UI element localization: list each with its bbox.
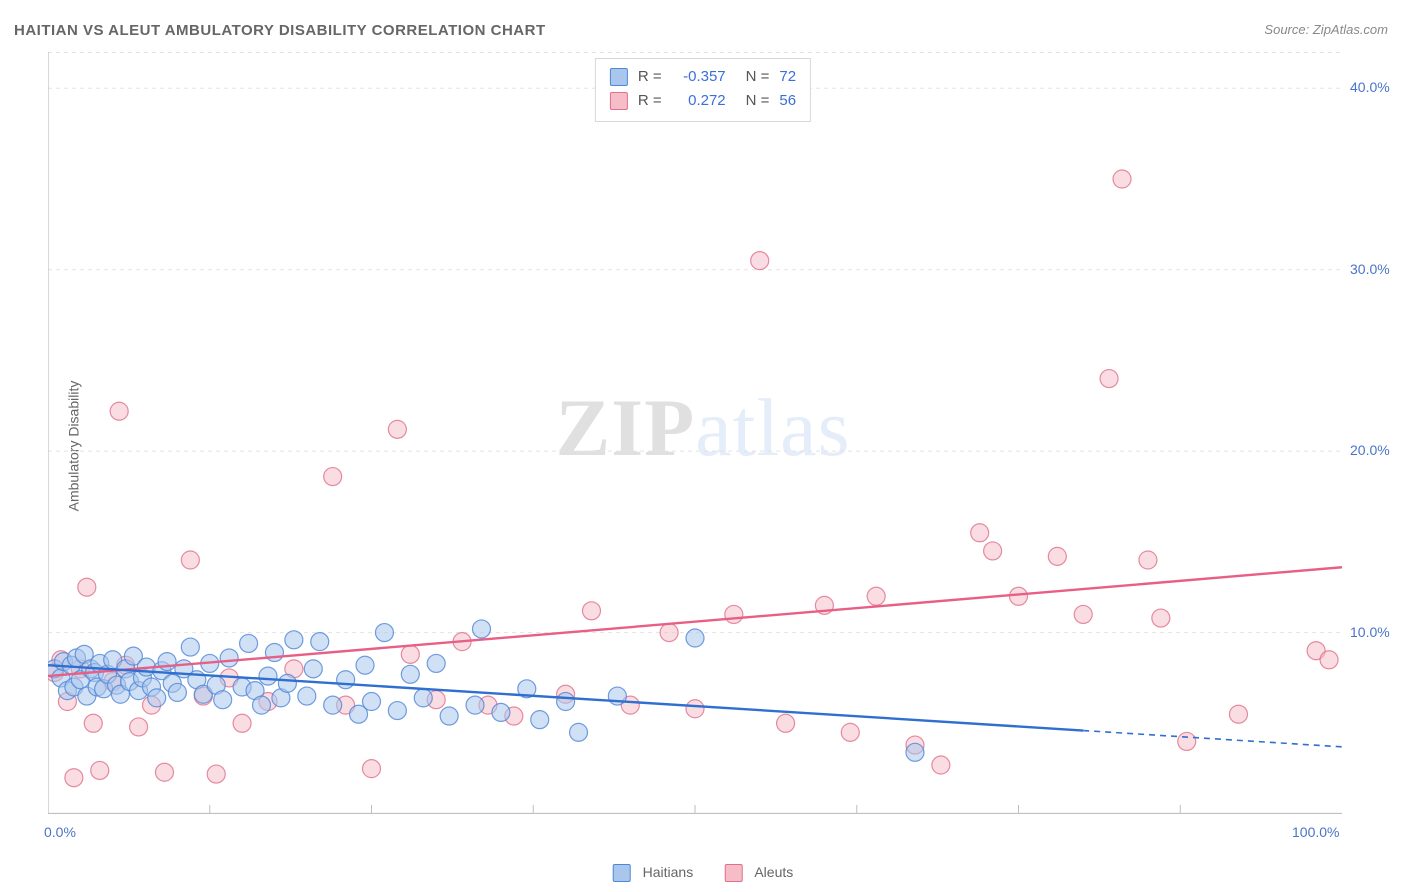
y-tick-label: 10.0% (1350, 624, 1390, 640)
stat-n-value-haitians: 72 (779, 65, 796, 89)
legend-label-haitians: Haitians (643, 864, 694, 880)
chart-title: HAITIAN VS ALEUT AMBULATORY DISABILITY C… (14, 22, 546, 39)
y-tick-label: 40.0% (1350, 79, 1390, 95)
stats-row-haitians: R = -0.357 N = 72 (610, 65, 796, 89)
series-legend: Haitians Aleuts (613, 864, 794, 882)
stat-n-value-aleuts: 56 (779, 89, 796, 113)
swatch-aleuts-icon (725, 864, 743, 882)
stat-r-value-aleuts: 0.272 (672, 89, 726, 113)
stat-r-value-haitians: -0.357 (672, 65, 726, 89)
stat-r-label: R = (638, 65, 662, 89)
y-tick-label: 30.0% (1350, 261, 1390, 277)
plot-area (48, 52, 1342, 814)
x-tick-label: 100.0% (1292, 824, 1339, 840)
y-tick-label: 20.0% (1350, 442, 1390, 458)
x-tick-label: 0.0% (44, 824, 76, 840)
swatch-haitians-icon (613, 864, 631, 882)
legend-item-aleuts: Aleuts (725, 864, 793, 882)
stat-r-label: R = (638, 89, 662, 113)
stat-n-label: N = (746, 65, 770, 89)
swatch-haitians-icon (610, 68, 628, 86)
stats-row-aleuts: R = 0.272 N = 56 (610, 89, 796, 113)
source-value: ZipAtlas.com (1313, 22, 1388, 37)
chart-source: Source: ZipAtlas.com (1264, 22, 1388, 37)
legend-label-aleuts: Aleuts (754, 864, 793, 880)
scatter-chart (48, 52, 1342, 814)
swatch-aleuts-icon (610, 92, 628, 110)
stats-legend-box: R = -0.357 N = 72 R = 0.272 N = 56 (595, 58, 811, 122)
stat-n-label: N = (746, 89, 770, 113)
source-label: Source: (1264, 22, 1309, 37)
legend-item-haitians: Haitians (613, 864, 693, 882)
